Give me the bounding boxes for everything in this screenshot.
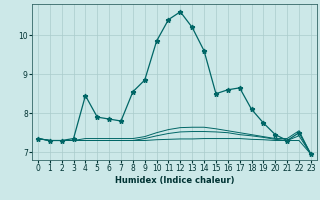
X-axis label: Humidex (Indice chaleur): Humidex (Indice chaleur) [115, 176, 234, 185]
